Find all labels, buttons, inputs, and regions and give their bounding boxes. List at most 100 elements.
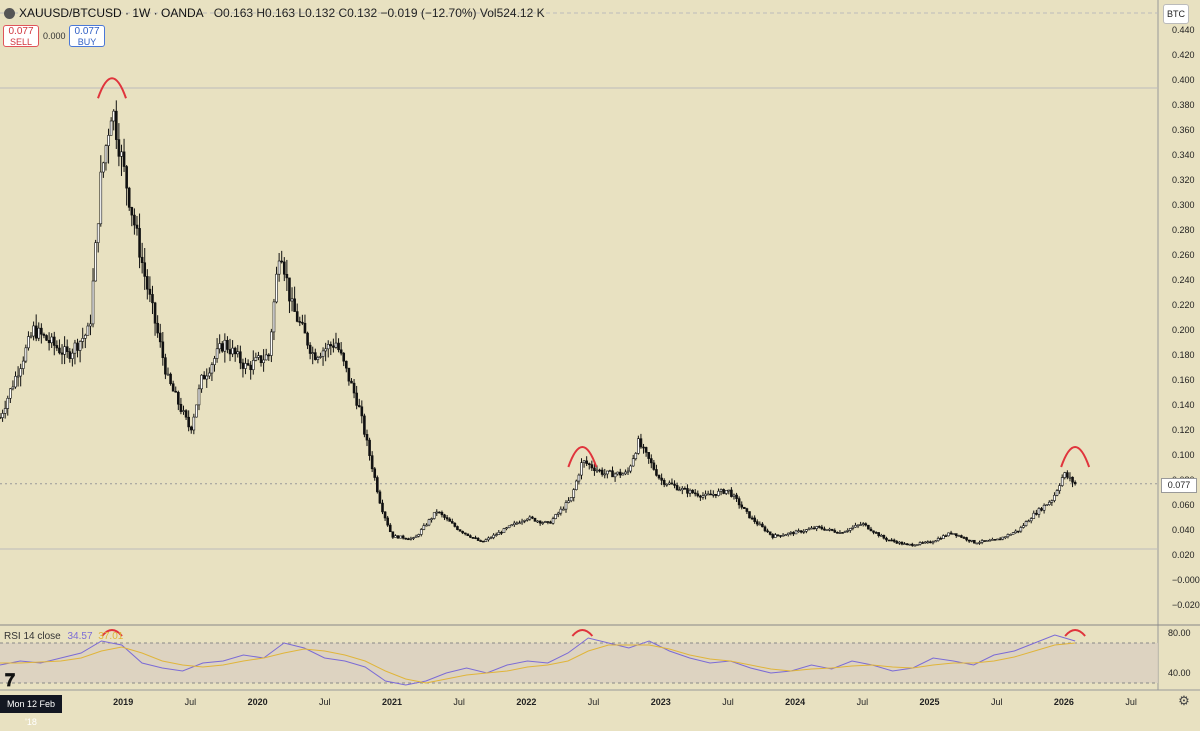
candle-body <box>874 532 878 534</box>
candle-body <box>71 352 74 359</box>
candle-body <box>817 526 821 528</box>
candle-body <box>177 391 180 405</box>
candle-body <box>905 543 909 545</box>
rsi-header[interactable]: RSI 14 close 34.57 37.01 <box>4 631 123 642</box>
candle-body <box>133 214 136 226</box>
candle-body <box>456 526 459 530</box>
candle-body <box>494 534 498 536</box>
candle-body <box>735 494 738 499</box>
candle-body <box>195 404 198 418</box>
tradingview-logo-icon[interactable]: 𝟕 <box>5 670 16 690</box>
candle-body <box>665 483 669 486</box>
candle-body <box>856 524 860 527</box>
candle-body <box>962 537 966 539</box>
candle-body <box>836 531 839 534</box>
candle-body <box>55 345 59 349</box>
candle-body <box>621 473 625 476</box>
buy-button[interactable]: 0.077 BUY <box>69 25 105 47</box>
candle-body <box>127 187 131 208</box>
spread-value: 0.000 <box>43 31 66 41</box>
candle-body <box>784 534 787 536</box>
candle-body <box>171 383 175 392</box>
candle-body <box>774 534 777 538</box>
candle-body <box>753 517 756 522</box>
time-tick-label: 2023 <box>651 697 671 707</box>
candle-body <box>644 447 648 453</box>
candle-body <box>983 540 986 542</box>
candle-body <box>616 471 619 475</box>
candle-body <box>432 512 436 519</box>
sell-button[interactable]: 0.077 SELL <box>3 25 39 47</box>
time-axis[interactable]: 2019 Jul 2020 Jul 2021 Jul 2022 Jul 2023 Jul 2024 J… <box>113 697 1137 707</box>
candle-body <box>686 488 689 494</box>
candle-body <box>220 343 224 352</box>
candle-body <box>1006 534 1010 538</box>
chart-canvas[interactable]: 0.440 0.420 0.400 0.380 0.360 0.340 0.320 0.300… <box>0 0 1200 713</box>
candle-body <box>156 322 159 334</box>
candle-body <box>675 485 679 491</box>
candle-body <box>936 538 940 542</box>
candle-body <box>24 347 28 362</box>
rsi-tick-label: 40.00 <box>1168 668 1191 678</box>
candle-body <box>9 388 12 399</box>
candle-body <box>1011 532 1015 535</box>
candle-body <box>355 392 358 406</box>
candle-body <box>872 530 875 533</box>
candle-body <box>14 376 17 388</box>
candle-body <box>931 541 935 544</box>
candle-body <box>135 224 139 229</box>
candle-body <box>104 145 108 164</box>
candle-body <box>174 390 178 393</box>
candle-body <box>828 528 831 531</box>
symbol-title[interactable]: XAUUSD/BTCUSD · 1W · OANDA <box>19 6 204 20</box>
candle-body <box>755 521 759 525</box>
candle-body <box>339 349 343 354</box>
candle-body <box>652 462 656 470</box>
candle-body <box>148 288 152 295</box>
candle-body <box>399 535 402 539</box>
candle-body <box>151 294 154 304</box>
candle-body <box>360 406 364 417</box>
candle-body <box>329 344 333 347</box>
candle-body <box>60 352 64 355</box>
currency-badge[interactable]: BTC <box>1163 4 1189 24</box>
candle-body <box>479 540 483 542</box>
candle-body <box>647 452 650 459</box>
price-tick-label: 0.040 <box>1172 525 1195 535</box>
candle-body <box>50 336 53 344</box>
candle-body <box>262 359 265 364</box>
price-axis[interactable]: 0.440 0.420 0.400 0.380 0.360 0.340 0.320 0.300… <box>1172 25 1200 610</box>
candle-body <box>244 363 247 369</box>
candle-body <box>693 492 697 495</box>
gear-icon[interactable]: ⚙ <box>1178 693 1190 708</box>
candle-body <box>631 458 635 467</box>
candle-body <box>417 534 420 537</box>
candle-body <box>970 539 974 542</box>
candle-body <box>701 495 705 498</box>
price-tick-label: 0.120 <box>1172 425 1195 435</box>
candle-body <box>525 518 529 521</box>
candle-body <box>270 331 273 356</box>
candle-body <box>613 473 617 478</box>
buy-price: 0.077 <box>74 26 100 37</box>
candle-body <box>939 538 943 540</box>
candle-body <box>750 517 754 520</box>
candle-body <box>21 360 25 369</box>
candle-body <box>505 527 508 529</box>
candle-body <box>606 470 609 475</box>
price-tick-label: 0.160 <box>1172 375 1195 385</box>
candle-body <box>298 321 302 323</box>
candle-body <box>706 493 710 496</box>
candle-body <box>1032 512 1036 519</box>
candle-body <box>1055 490 1059 496</box>
candle-body <box>944 535 948 537</box>
rsi-top-arc-marker <box>571 629 594 637</box>
candle-body <box>120 151 123 157</box>
price-candles[interactable] <box>0 100 1077 547</box>
price-tick-label: −0.000 <box>1172 575 1200 585</box>
candle-body <box>474 537 477 539</box>
rsi-pane[interactable]: 80.00 40.00 <box>0 628 1191 686</box>
candle-body <box>308 344 312 354</box>
candle-body <box>634 453 638 460</box>
candle-body <box>898 541 901 544</box>
